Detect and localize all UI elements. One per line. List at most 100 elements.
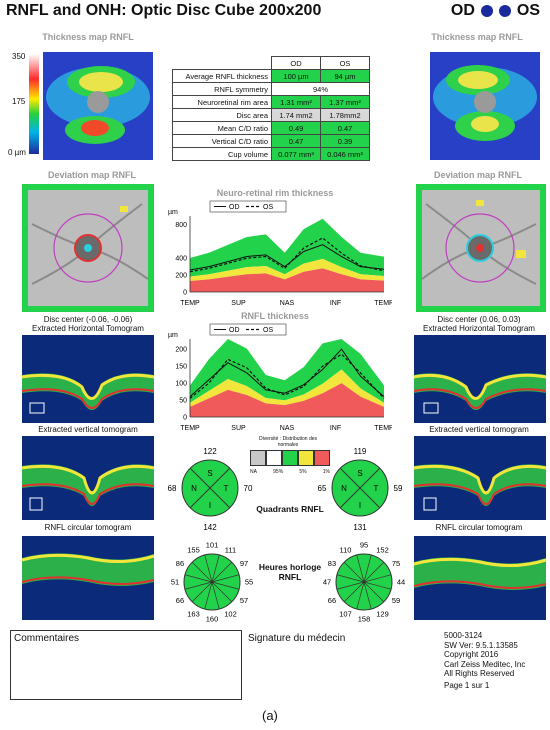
legend-5-label: 5% [299,469,307,475]
quad-os-left-value: 65 [318,484,327,493]
clock-sector-divider [363,581,392,590]
clock-hour-value: 163 [187,610,200,619]
series-line-od [189,348,385,398]
clock-sector-divider [363,561,385,583]
thickness-map-title-left: Thickness map RNFL [42,32,134,42]
quad-os-right-value: 59 [394,484,403,493]
row-os-value: 1.78mm2 [320,108,370,122]
report-title: RNFL and ONH: Optic Disc Cube 200x200 [6,2,322,19]
info-line: SW Ver: 9.5.1.13585 [444,640,518,650]
clock-hour-value: 155 [187,545,200,554]
y-tick-label: 200 [175,273,187,280]
row-od-value: 1.74 mm2 [271,108,321,122]
clock-hour-value: 55 [245,578,253,587]
legend-od: OD [229,327,240,334]
clock-hour-value: 97 [240,559,248,568]
clock-sector-divider [211,581,233,603]
diversity-legend [250,450,330,466]
x-tick-label: NAS [280,425,295,432]
x-tick-label: INF [330,300,341,307]
outside-normal-band [190,383,384,417]
clock-sector-divider [356,554,365,583]
vertical-tomogram-os [414,436,546,520]
clock-hour-value: 57 [240,596,248,605]
quad-od-left-value: 68 [168,484,177,493]
row-os-value: 0.046 mm³ [320,147,370,161]
clock-hour-value: 66 [176,596,184,605]
row-os-value: 0.39 [320,134,370,148]
y-tick-label: 0 [183,290,187,297]
clock-sector-divider [343,581,365,603]
legend-yellow-swatch [298,450,314,466]
software-info: 5000-3124 SW Ver: 9.5.1.13585 Copyright … [444,631,525,690]
legend-os: OS [263,327,273,334]
clock-hour-value: 102 [224,610,237,619]
borderline-band [190,369,384,407]
rnfl-thickness-chart: µm 200 150 100 50 0 TEMP SUP NAS INF TEMP OD OS [168,323,392,432]
row-od-value: 1.31 mm² [271,95,321,109]
clock-sector-divider [184,574,213,583]
quad-os-n: N [341,484,347,493]
clock-hour-value: 47 [323,578,331,587]
clock-hour-value: 152 [376,545,389,554]
rnfl-chart-title: RNFL thickness [241,311,309,321]
diversity-legend-labels: NA 95% 5% 1% [250,469,330,475]
clock-sector-divider [211,554,220,583]
signature-label: Signature du médecin [248,633,346,644]
row-os-value: 94 µm [320,69,370,83]
thickness-color-scale [29,54,39,154]
col-os: OS [320,56,370,70]
page-number: Page 1 sur 1 [444,680,490,690]
legend-green-swatch [282,450,298,466]
row-label: Mean C/D ratio [172,121,272,135]
circular-tomo-label-right: RNFL circular tomogram [435,523,523,532]
y-tick-label: 400 [175,256,187,263]
vertical-tomo-label-left: Extracted vertical tomogram [38,425,138,434]
circular-tomo-label-left: RNFL circular tomogram [44,523,132,532]
clock-hour-value: 59 [392,596,400,605]
clock-hour-value: 101 [206,541,219,550]
quad-od-top-value: 122 [203,447,217,456]
os-dot-icon [498,5,511,17]
borderline-band [190,258,384,282]
x-tick-label: SUP [231,425,246,432]
clock-sector-divider [191,561,213,583]
vertical-tomogram-od [22,436,154,520]
y-tick-label: 0 [183,415,187,422]
os-label: OS [516,2,540,19]
disc-center-os: Disc center (0.06, 0.03) [437,315,521,324]
clock-hour-value: 75 [392,559,400,568]
x-tick-label: NAS [280,300,295,307]
legend-95-label: 95% [273,469,284,475]
clock-sector-divider [363,554,372,583]
parameters-table: OD OS Average RNFL thickness 100 µm 94 µ… [172,56,370,161]
deviation-map-od [22,184,154,312]
legend-red-swatch [314,450,330,466]
x-tick-label: SUP [231,300,246,307]
row-average-rnfl: Average RNFL thickness 100 µm 94 µm [172,69,370,83]
clock-sector-divider [204,554,213,583]
row-vertical-cd: Vertical C/D ratio 0.47 0.39 [172,134,370,148]
clock-hour-value: 158 [358,615,371,624]
quad-od-right-value: 70 [244,484,253,493]
quadrant-chart-os: S N I T 119 65 59 131 [318,447,403,532]
eye-legend: OD OS [451,2,540,20]
y-tick-label: 50 [179,398,187,405]
row-both-value: 94% [271,82,370,96]
quad-os-s: S [357,469,362,478]
clock-hour-value: 129 [376,610,389,619]
y-tick-label: 100 [175,381,187,388]
x-tick-label: TEMP [374,300,392,307]
circular-tomogram-od [22,536,154,620]
scale-top-label: 350 [12,52,26,61]
clock-sector-divider [356,581,365,610]
comments-box[interactable]: Commentaires [10,630,242,700]
quad-od-i: I [209,501,211,510]
deviation-map-title-left: Deviation map RNFL [47,170,136,180]
quad-od-n: N [191,484,197,493]
clock-sector-divider [343,561,365,583]
legend-na-swatch [250,450,266,466]
row-os-value: 1.37 mm² [320,95,370,109]
clock-sector-divider [191,581,213,603]
